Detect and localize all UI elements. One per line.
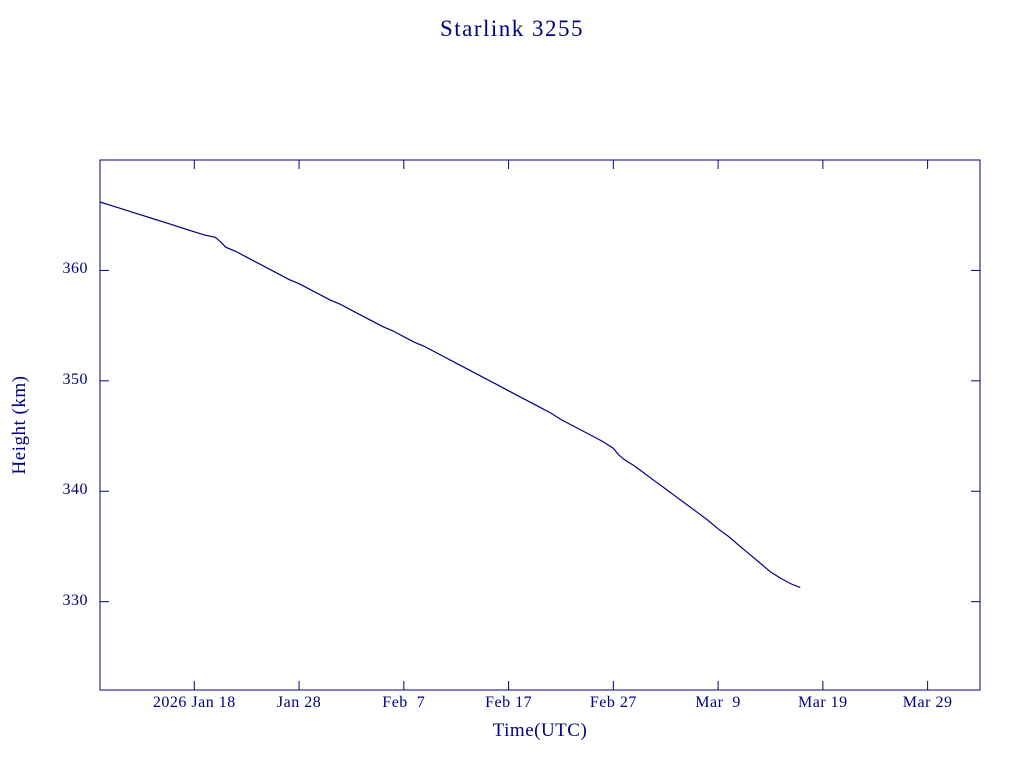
height-decay-line [99, 201, 801, 588]
chart-title: Starlink 3255 [439, 16, 585, 41]
x-axis-title: Time(UTC) [492, 720, 588, 741]
plot-frame [99, 159, 981, 691]
